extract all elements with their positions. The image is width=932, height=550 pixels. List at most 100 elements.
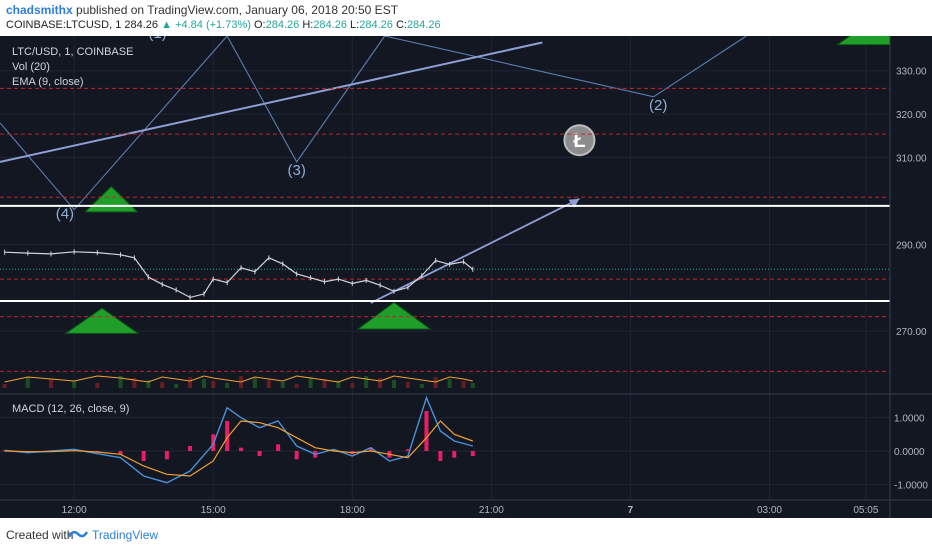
macd-pane (2, 395, 475, 484)
publish-line: chadsmithx published on TradingView.com,… (6, 3, 398, 17)
price-line (4, 251, 474, 299)
volume-legend: Vol (20) (12, 61, 50, 73)
low-value: 284.26 (359, 19, 393, 31)
low-label: L: (350, 19, 360, 31)
price-tick-label: 270.00 (896, 327, 927, 338)
macd-histogram-bar (470, 451, 475, 456)
macd-histogram-bar (438, 451, 443, 461)
ohlc-line: COINBASE:LTCUSD, 1 284.26 ▲ +4.84 (+1.73… (6, 19, 441, 31)
volume-bar (118, 376, 123, 388)
price-tick-label: 320.00 (896, 110, 927, 121)
arrow-head-icon (568, 198, 580, 208)
macd-histogram-bar (294, 451, 299, 460)
macd-line (4, 395, 473, 484)
triangle-marker (356, 301, 432, 330)
macd-legend: MACD (12, 26, close, 9) (12, 403, 129, 415)
volume-bar (447, 379, 452, 388)
author-link[interactable]: chadsmithx (6, 3, 73, 17)
footer: Created with TradingView (0, 518, 932, 550)
time-tick-label: 12:00 (62, 505, 87, 516)
close-label: C: (395, 19, 407, 31)
change-value: +4.84 (+1.73%) (175, 19, 251, 31)
volume-bar (95, 383, 100, 388)
price-tick-label: 290.00 (896, 240, 927, 251)
volume-bar (252, 378, 257, 388)
macd-histogram-bar (257, 451, 262, 456)
macd-histogram-bar (225, 421, 230, 451)
volume-bar (294, 384, 299, 388)
volume-bar (211, 381, 216, 388)
volume-bar (188, 377, 193, 388)
high-label: H: (302, 19, 314, 31)
wave-label: (4) (56, 205, 74, 222)
close-value: 284.26 (406, 19, 441, 31)
time-tick-label: 21:00 (479, 505, 504, 516)
macd-histogram-bar (118, 451, 123, 455)
volume-bar (48, 379, 53, 388)
symbol-legend: LTC/USD, 1, COINBASE (12, 46, 133, 58)
volume-bar (201, 379, 206, 388)
macd-tick-label: -1.0000 (894, 480, 928, 491)
macd-histogram-bar (368, 447, 373, 451)
time-tick-label: 03:00 (757, 505, 782, 516)
macd-histogram-bar (276, 444, 281, 451)
volume-bar (132, 378, 137, 388)
grid (0, 36, 890, 500)
macd-tick-label: 1.0000 (894, 414, 925, 425)
volume-bar (2, 384, 7, 388)
signal-line (4, 420, 474, 477)
time-tick-label: 15:00 (201, 505, 226, 516)
wave-label: (2) (649, 97, 667, 114)
macd-histogram-bar (141, 451, 146, 461)
macd-histogram-bar (164, 451, 169, 460)
price-axis-background (890, 36, 932, 518)
macd-histogram-bar (331, 449, 336, 451)
elliott-wave-line (0, 36, 747, 211)
macd-histogram-bar (239, 447, 244, 451)
time-tick-label: 7 (628, 505, 634, 516)
macd-histogram-bar (452, 451, 457, 458)
axes: 12:00 15:00 18:00 21:00 7 03:00 05:05 330.00 320… (0, 36, 932, 518)
volume-bar (25, 377, 30, 388)
wave-label: (1) (148, 36, 166, 42)
volume-bar (266, 380, 271, 388)
price-tick-label: 330.00 (896, 67, 927, 78)
volume-bar (470, 383, 475, 388)
price-tick-label: 310.00 (896, 154, 927, 165)
volume-bar (392, 380, 397, 388)
up-arrow-icon: ▲ (161, 19, 172, 31)
volume-bar (146, 380, 151, 388)
price-chart[interactable]: (1)(2)(3)(4)Ł 325.95315.40300.86298.8828… (0, 36, 932, 518)
created-with-text: Created with (6, 528, 74, 542)
litecoin-logo-icon (563, 124, 596, 157)
open-label: O: (253, 19, 266, 31)
time-tick-label: 05:05 (853, 505, 878, 516)
ema-legend: EMA (9, close) (12, 76, 84, 88)
volume-bar (174, 384, 179, 388)
published-text: published on TradingView.com, January 06… (76, 3, 399, 17)
high-value: 284.26 (313, 19, 347, 31)
projection-arrow (370, 197, 580, 304)
chart-header: chadsmithx published on TradingView.com,… (0, 0, 932, 36)
symbol-label: COINBASE:LTCUSD, 1 (6, 19, 122, 31)
volume-bar (378, 378, 383, 388)
tradingview-logo-icon (68, 530, 88, 538)
legend: LTC/USD, 1, COINBASE Vol (20) EMA (9, cl… (12, 46, 133, 415)
macd-histogram-bar (188, 446, 193, 451)
macd-histogram-bar (424, 411, 429, 451)
volume-bar (308, 377, 313, 388)
volume-bar (280, 382, 285, 388)
volume-bar (364, 376, 369, 388)
volume-bar (461, 381, 466, 388)
volume-bar (322, 379, 327, 388)
volume-bar (350, 383, 355, 388)
macd-histogram-bar (405, 449, 410, 451)
price-series (2, 249, 475, 388)
open-value: 284.26 (265, 19, 300, 31)
chart-background (0, 36, 932, 518)
litecoin-symbol-icon: Ł (573, 130, 585, 152)
tradingview-link[interactable]: TradingView (92, 528, 159, 542)
price-value: 284.26 (124, 19, 159, 31)
volume-bar (336, 381, 341, 388)
volume-bar (72, 381, 77, 388)
